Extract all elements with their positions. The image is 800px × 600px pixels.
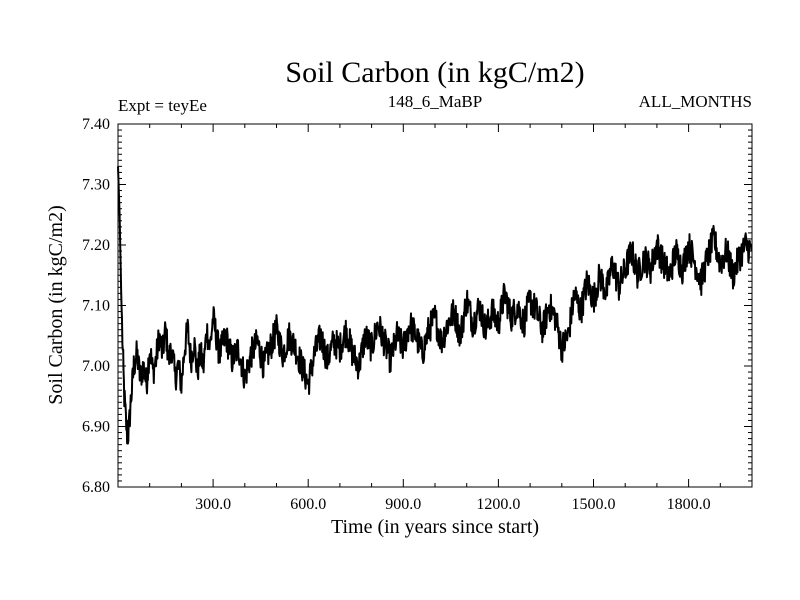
x-axis-ticks: 300.0 600.0 900.0 1200.0 1500.0 1800.0 xyxy=(149,124,721,513)
series-line-soil-carbon xyxy=(117,166,753,445)
y-tick-label: 7.00 xyxy=(82,358,110,375)
x-tick-label: 600.0 xyxy=(290,496,326,513)
y-tick-label: 6.90 xyxy=(82,419,110,436)
x-tick-label: 1500.0 xyxy=(572,496,616,513)
experiment-label: Expt = teyEe xyxy=(118,96,207,115)
x-tick-label: 1800.0 xyxy=(667,496,711,513)
y-tick-label: 7.10 xyxy=(82,298,110,315)
x-tick-label: 1200.0 xyxy=(476,496,520,513)
y-tick-label: 7.40 xyxy=(82,116,110,133)
months-label: ALL_MONTHS xyxy=(639,92,752,111)
x-tick-label: 900.0 xyxy=(385,496,421,513)
y-tick-label: 7.30 xyxy=(82,177,110,194)
x-tick-label: 300.0 xyxy=(195,496,231,513)
y-axis-label: Soil Carbon (in kgC/m2) xyxy=(45,205,67,404)
period-label: 148_6_MaBP xyxy=(388,92,482,111)
y-tick-label: 7.20 xyxy=(82,237,110,254)
y-axis-ticks: 6.80 6.90 7.00 7.10 7.20 7.30 7.40 xyxy=(82,116,752,496)
y-tick-label: 6.80 xyxy=(82,479,110,496)
chart-title: Soil Carbon (in kgC/m2) xyxy=(285,56,584,89)
x-axis-label: Time (in years since start) xyxy=(331,516,539,538)
